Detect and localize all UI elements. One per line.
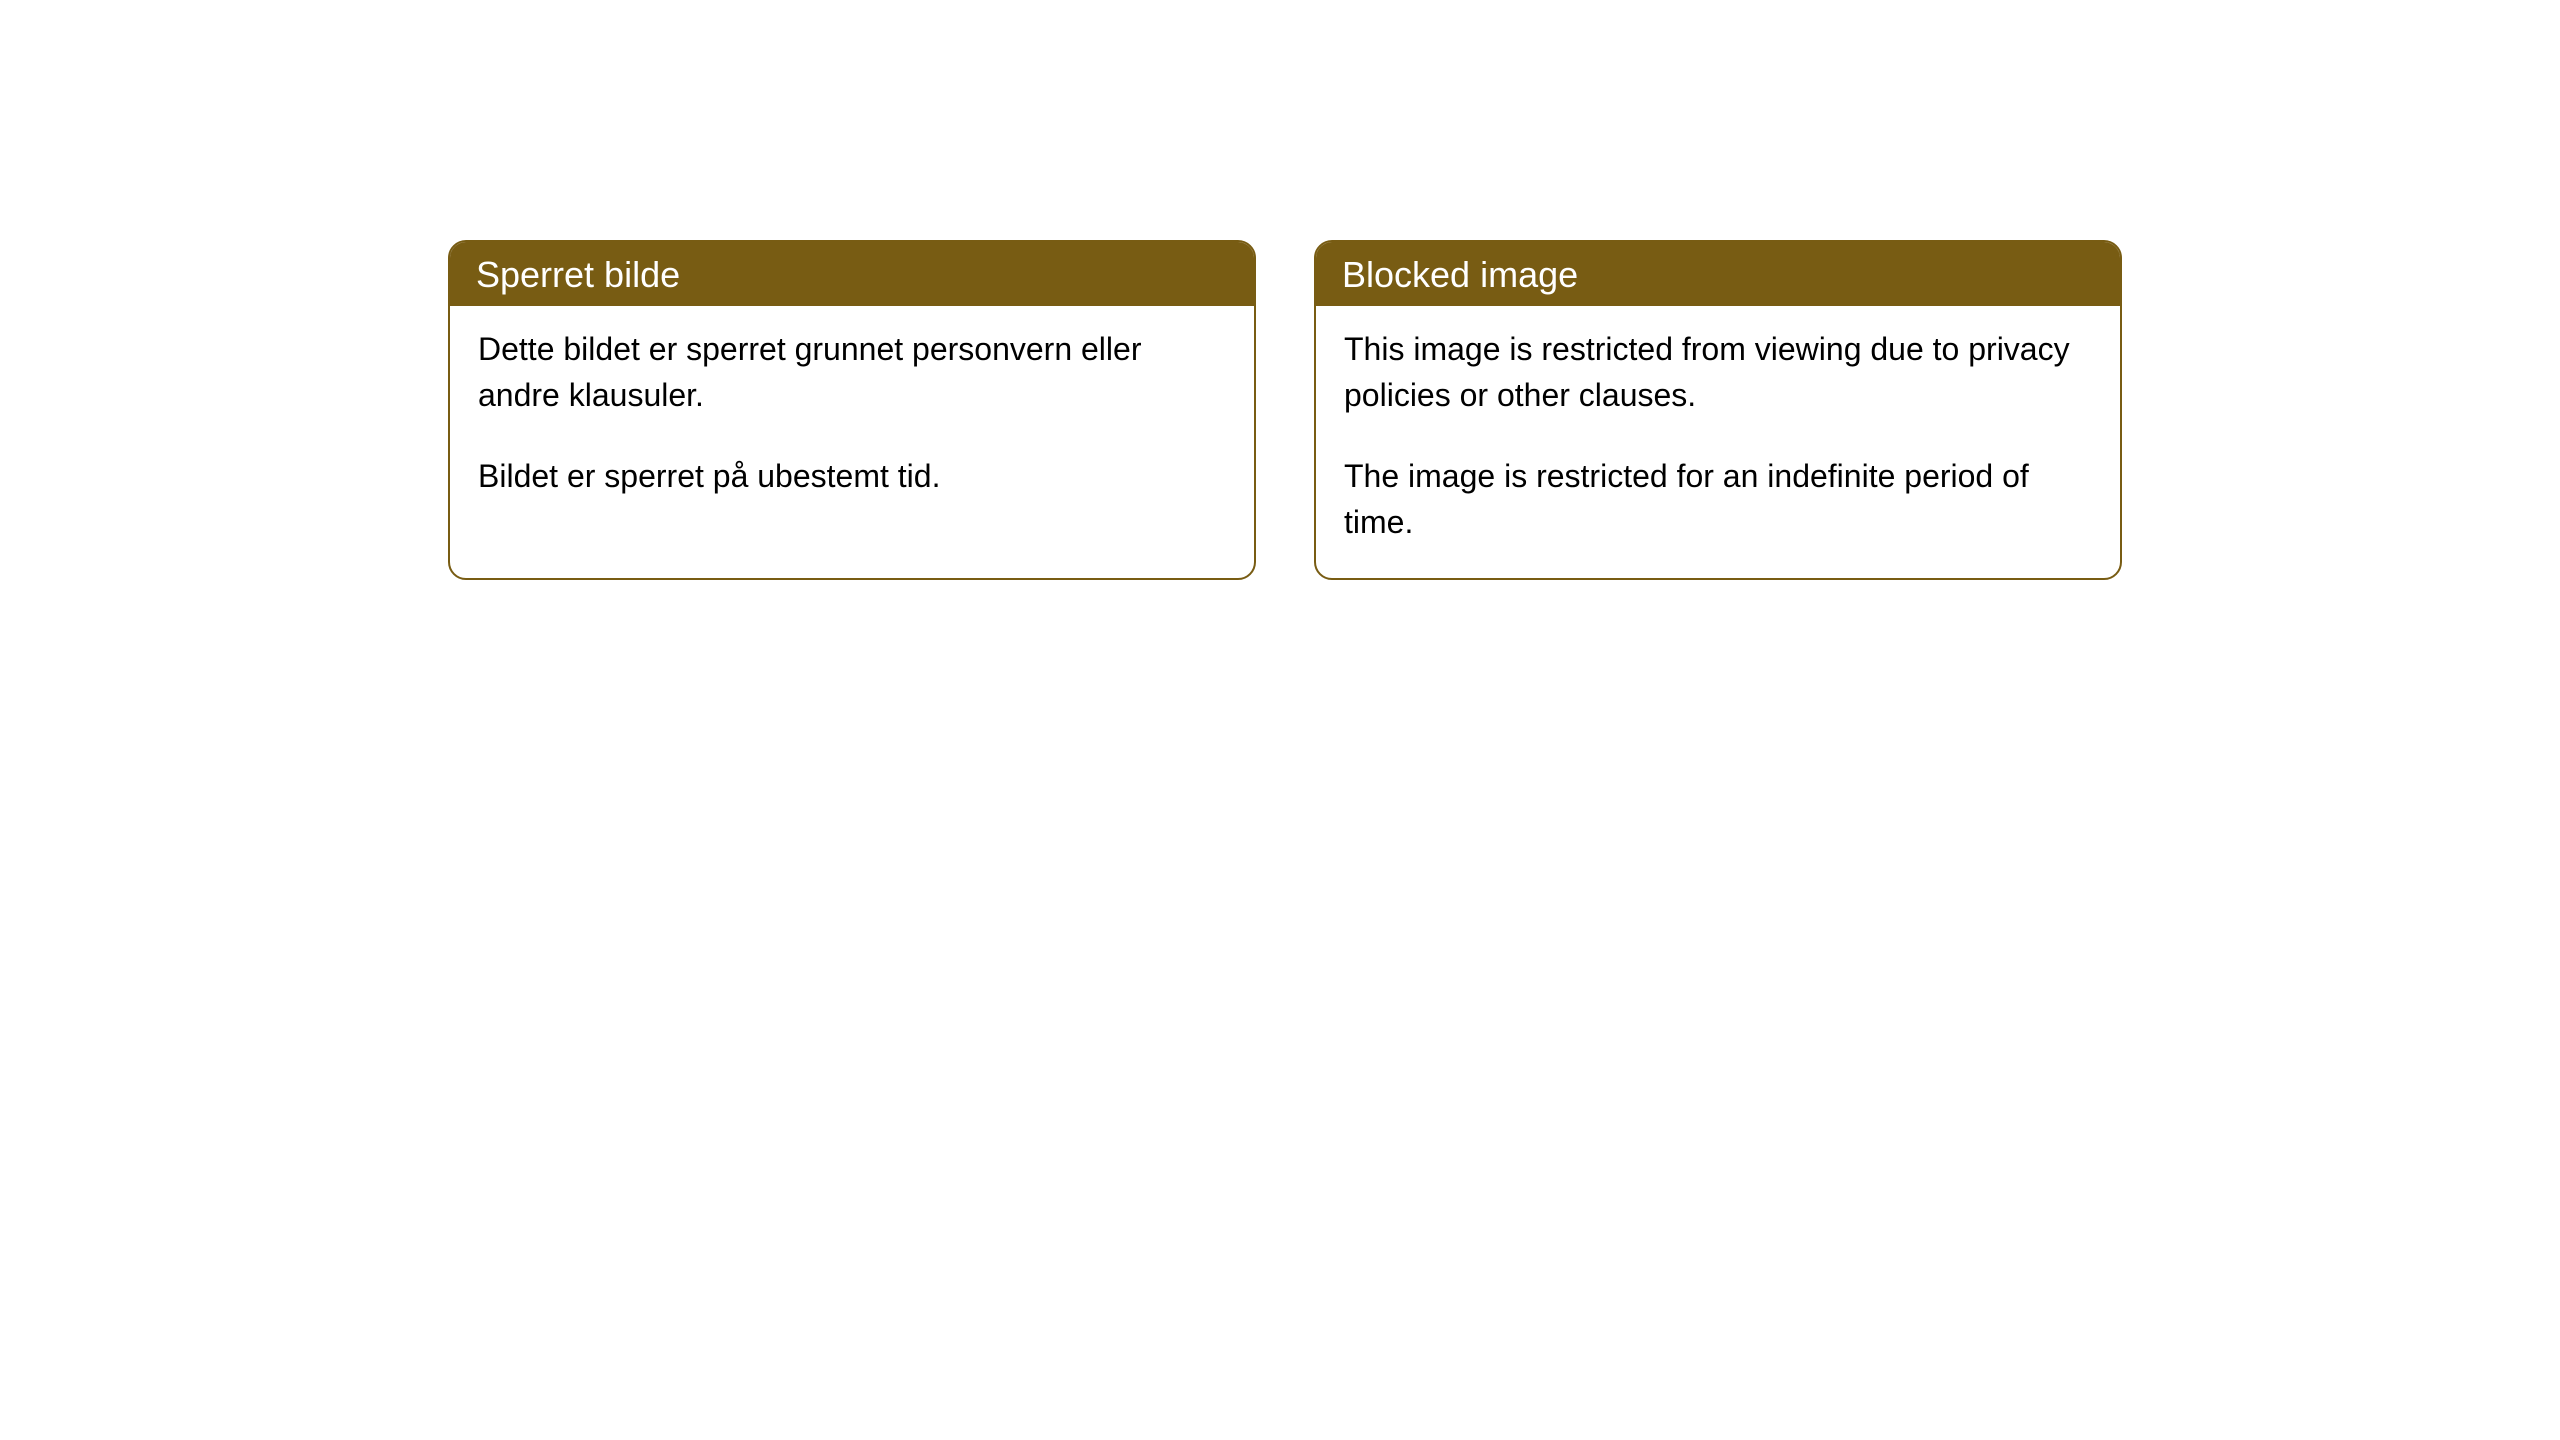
notice-card-english: Blocked image This image is restricted f… [1314, 240, 2122, 580]
notice-card-norwegian: Sperret bilde Dette bildet er sperret gr… [448, 240, 1256, 580]
notice-container: Sperret bilde Dette bildet er sperret gr… [448, 240, 2122, 580]
notice-header-english: Blocked image [1316, 242, 2120, 306]
notice-paragraph: Dette bildet er sperret grunnet personve… [478, 326, 1226, 419]
notice-body-english: This image is restricted from viewing du… [1316, 306, 2120, 578]
notice-paragraph: The image is restricted for an indefinit… [1344, 453, 2092, 546]
notice-paragraph: This image is restricted from viewing du… [1344, 326, 2092, 419]
notice-paragraph: Bildet er sperret på ubestemt tid. [478, 453, 1226, 499]
notice-body-norwegian: Dette bildet er sperret grunnet personve… [450, 306, 1254, 531]
notice-header-norwegian: Sperret bilde [450, 242, 1254, 306]
